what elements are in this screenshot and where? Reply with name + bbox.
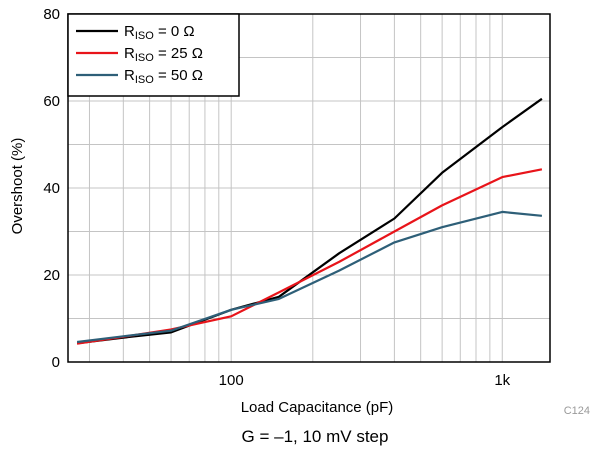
series-line-1 (76, 97, 543, 345)
series-layer (76, 97, 543, 345)
plot-frame (67, 13, 551, 363)
y-axis-tick-labels: 0 20 40 60 80 (43, 6, 60, 371)
legend-label-2: RISO = 25 Ω (124, 45, 203, 64)
x-tick-label: 1k (494, 372, 510, 389)
y-axis-label: Overshoot (%) (9, 138, 26, 235)
y-tick-label: 80 (43, 6, 60, 23)
y-tick-label: 0 (52, 354, 60, 371)
x-tick-label: 100 (219, 372, 244, 389)
figure-caption: G = –1, 10 mV step (242, 427, 389, 446)
figure-id: C124 (564, 405, 590, 417)
series-line-2 (76, 168, 543, 345)
legend-label-1: RISO = 0 Ω (124, 23, 195, 42)
x-axis-tick-labels: 100 1k (219, 372, 511, 389)
y-tick-label: 60 (43, 93, 60, 110)
series-line-3 (76, 210, 543, 344)
x-axis-label: Load Capacitance (pF) (241, 399, 394, 416)
y-tick-label: 20 (43, 267, 60, 284)
legend: RISO = 0 Ω RISO = 25 Ω RISO = 50 Ω (67, 13, 240, 97)
y-tick-label: 40 (43, 180, 60, 197)
legend-label-3: RISO = 50 Ω (124, 67, 203, 86)
legend-box (67, 13, 240, 97)
